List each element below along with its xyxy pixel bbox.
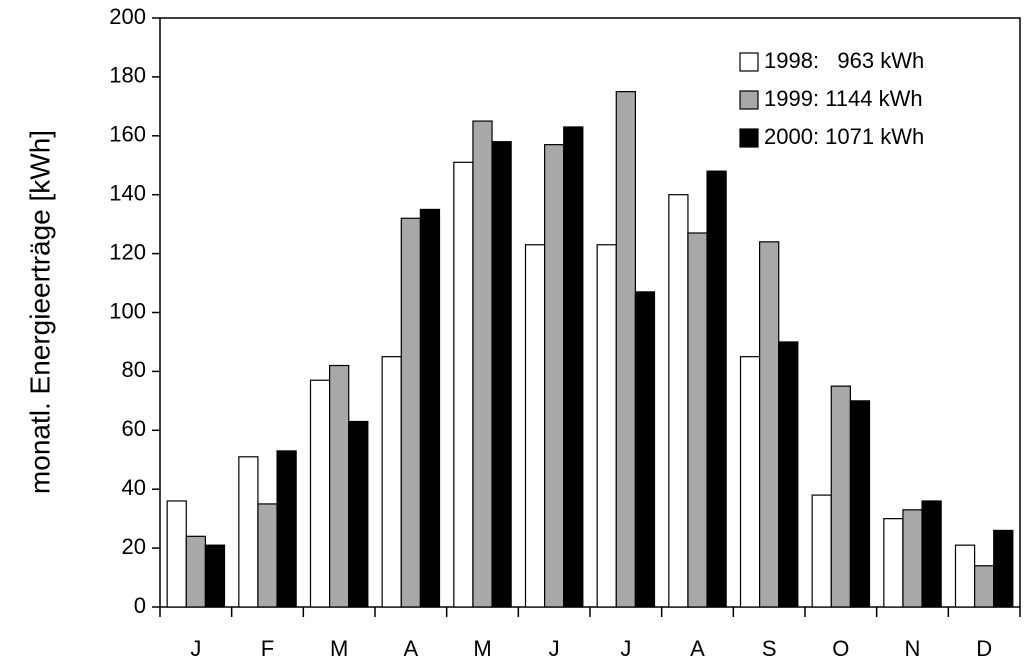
bar xyxy=(309,379,331,608)
y-tick-label: 100 xyxy=(109,298,146,323)
x-tick-label: M xyxy=(473,636,491,661)
bar xyxy=(954,544,976,608)
bar xyxy=(257,503,278,608)
legend-swatch xyxy=(739,52,759,72)
bar xyxy=(524,244,546,608)
bar xyxy=(830,385,851,608)
bar xyxy=(993,529,1014,608)
bar xyxy=(166,500,187,608)
y-tick-label: 160 xyxy=(109,122,146,147)
bar xyxy=(400,217,421,608)
bar xyxy=(668,194,689,608)
bar xyxy=(185,535,206,608)
bar xyxy=(472,120,493,608)
x-tick-label: M xyxy=(330,636,348,661)
legend-swatch xyxy=(739,90,759,110)
bar xyxy=(706,170,727,608)
x-tick-label: N xyxy=(905,636,921,661)
bar xyxy=(204,544,226,608)
bar xyxy=(276,450,297,608)
x-tick-label: F xyxy=(261,636,274,661)
legend-label: 1999: 1144 kWh xyxy=(764,86,923,111)
bar xyxy=(419,208,441,608)
bar xyxy=(544,144,565,608)
y-axis-title: monatl. Energieerträge [kWh] xyxy=(24,130,55,494)
bar xyxy=(687,232,708,608)
bar xyxy=(921,500,942,608)
x-tick-label: A xyxy=(403,636,418,661)
bar xyxy=(902,509,923,608)
x-tick-label: S xyxy=(762,636,777,661)
bar xyxy=(974,565,995,608)
bar xyxy=(381,356,402,608)
bar xyxy=(634,291,656,608)
x-tick-label: O xyxy=(832,636,849,661)
bar xyxy=(453,161,474,608)
y-tick-label: 200 xyxy=(109,4,146,29)
bar xyxy=(596,244,617,608)
x-tick-label: J xyxy=(620,636,631,661)
bar xyxy=(759,241,780,608)
y-tick-label: 140 xyxy=(109,181,146,206)
y-tick-label: 180 xyxy=(109,63,146,88)
legend-swatch xyxy=(739,128,759,148)
bar xyxy=(739,356,761,608)
bar xyxy=(238,456,259,608)
bar xyxy=(491,141,512,608)
y-tick-label: 60 xyxy=(122,416,146,441)
bar xyxy=(329,364,350,608)
bar xyxy=(563,126,584,608)
x-tick-label: J xyxy=(549,636,560,661)
y-tick-label: 0 xyxy=(134,593,146,618)
x-tick-label: D xyxy=(976,636,992,661)
bar xyxy=(849,400,871,608)
x-tick-label: A xyxy=(690,636,705,661)
y-tick-label: 120 xyxy=(109,239,146,264)
y-tick-label: 40 xyxy=(122,475,146,500)
bar xyxy=(778,341,799,608)
bar xyxy=(615,91,636,608)
y-tick-label: 80 xyxy=(122,357,146,382)
bar xyxy=(811,494,832,608)
x-tick-label: J xyxy=(190,636,201,661)
legend-label: 2000: 1071 kWh xyxy=(764,124,924,149)
legend-label: 1998: 963 kWh xyxy=(764,48,924,73)
bar xyxy=(348,420,369,608)
bar xyxy=(883,518,904,608)
y-tick-label: 20 xyxy=(122,534,146,559)
